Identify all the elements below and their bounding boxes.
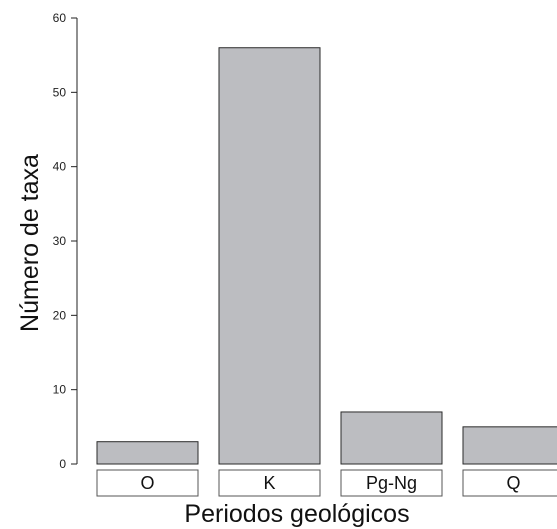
y-tick-label: 40 bbox=[53, 160, 67, 174]
y-tick-label: 10 bbox=[53, 383, 67, 397]
y-tick-label: 0 bbox=[59, 457, 66, 471]
x-category-label: O bbox=[140, 473, 154, 493]
x-category-label: K bbox=[263, 473, 275, 493]
x-category-label: Pg-Ng bbox=[366, 473, 417, 493]
bar bbox=[96, 441, 199, 465]
y-tick-label: 50 bbox=[53, 85, 67, 99]
y-tick-label: 30 bbox=[53, 234, 67, 248]
category-label-box bbox=[96, 469, 199, 497]
y-axis-title: Número de taxa bbox=[16, 154, 44, 332]
bar bbox=[462, 426, 557, 465]
x-axis-title: Periodos geológicos bbox=[184, 500, 409, 528]
bar bbox=[340, 411, 443, 465]
y-axis: 0 10 20 30 40 50 60 bbox=[53, 11, 78, 471]
bars bbox=[96, 47, 557, 465]
category-label-box bbox=[340, 469, 443, 497]
x-category-label: Q bbox=[506, 473, 520, 493]
bar bbox=[218, 47, 321, 465]
category-label-box bbox=[462, 469, 557, 497]
category-label-boxes: O K Pg-Ng Q bbox=[96, 469, 557, 497]
y-tick-label: 60 bbox=[53, 11, 67, 25]
category-label-box bbox=[218, 469, 321, 497]
y-tick-label: 20 bbox=[53, 308, 67, 322]
